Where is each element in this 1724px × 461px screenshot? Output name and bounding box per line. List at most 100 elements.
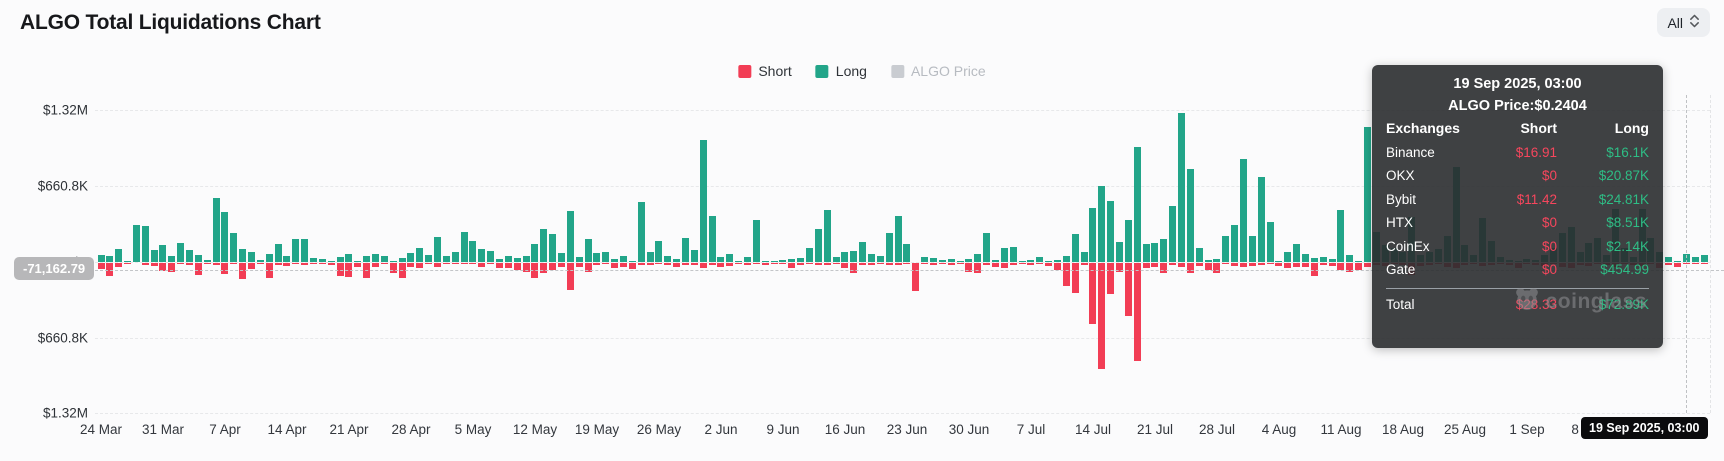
short-bar[interactable]	[1107, 263, 1115, 294]
short-bar[interactable]	[974, 263, 982, 273]
long-bar[interactable]	[292, 239, 300, 262]
long-bar[interactable]	[584, 239, 592, 262]
short-bar[interactable]	[194, 263, 202, 275]
long-bar[interactable]	[239, 249, 247, 262]
range-select[interactable]: All	[1657, 8, 1710, 37]
short-bar[interactable]	[620, 263, 628, 267]
long-bar[interactable]	[398, 258, 406, 262]
short-bar[interactable]	[221, 263, 229, 274]
long-bar[interactable]	[194, 255, 202, 262]
short-bar[interactable]	[177, 263, 185, 264]
short-bar[interactable]	[611, 263, 619, 268]
long-bar[interactable]	[1674, 261, 1682, 262]
short-bar[interactable]	[823, 263, 831, 265]
long-bar[interactable]	[876, 256, 884, 262]
long-bar[interactable]	[186, 250, 194, 262]
long-bar[interactable]	[434, 237, 442, 262]
long-bar[interactable]	[1062, 256, 1070, 262]
short-bar[interactable]	[735, 263, 743, 264]
long-bar[interactable]	[141, 226, 149, 262]
long-bar[interactable]	[1000, 248, 1008, 262]
long-bar[interactable]	[159, 245, 167, 262]
long-bar[interactable]	[1089, 208, 1097, 262]
short-bar[interactable]	[460, 263, 468, 264]
short-bar[interactable]	[159, 263, 167, 271]
short-bar[interactable]	[504, 263, 512, 268]
long-bar[interactable]	[682, 238, 690, 262]
short-bar[interactable]	[469, 263, 477, 264]
short-bar[interactable]	[487, 263, 495, 264]
long-bar[interactable]	[726, 254, 734, 262]
long-bar[interactable]	[823, 210, 831, 262]
short-bar[interactable]	[327, 263, 335, 265]
short-bar[interactable]	[1133, 263, 1141, 361]
long-bar[interactable]	[106, 256, 114, 262]
short-bar[interactable]	[1222, 263, 1230, 264]
short-bar[interactable]	[814, 263, 822, 265]
short-bar[interactable]	[1328, 263, 1336, 266]
short-bar[interactable]	[1700, 263, 1708, 264]
long-bar[interactable]	[1328, 259, 1336, 262]
short-bar[interactable]	[283, 263, 291, 266]
long-bar[interactable]	[469, 241, 477, 262]
long-bar[interactable]	[885, 233, 893, 262]
long-bar[interactable]	[1151, 243, 1159, 262]
short-bar[interactable]	[779, 263, 787, 264]
long-bar[interactable]	[345, 254, 353, 262]
long-bar[interactable]	[903, 244, 911, 262]
short-bar[interactable]	[416, 263, 424, 268]
short-bar[interactable]	[1142, 263, 1150, 268]
long-bar[interactable]	[372, 254, 380, 262]
long-bar[interactable]	[221, 212, 229, 262]
short-bar[interactable]	[1169, 263, 1177, 265]
short-bar[interactable]	[1089, 263, 1097, 324]
long-bar[interactable]	[965, 259, 973, 262]
long-bar[interactable]	[797, 258, 805, 262]
short-bar[interactable]	[540, 263, 548, 273]
short-bar[interactable]	[744, 263, 752, 265]
short-bar[interactable]	[274, 263, 282, 265]
short-bar[interactable]	[593, 263, 601, 265]
short-bar[interactable]	[318, 263, 326, 264]
long-bar[interactable]	[354, 261, 362, 262]
short-bar[interactable]	[983, 263, 991, 265]
short-bar[interactable]	[708, 263, 716, 265]
long-bar[interactable]	[814, 229, 822, 262]
long-bar[interactable]	[850, 251, 858, 262]
short-bar[interactable]	[1355, 263, 1363, 270]
long-bar[interactable]	[602, 252, 610, 262]
long-bar[interactable]	[1107, 201, 1115, 262]
short-bar[interactable]	[717, 263, 725, 267]
long-bar[interactable]	[230, 233, 238, 262]
long-bar[interactable]	[513, 258, 521, 262]
long-bar[interactable]	[1337, 210, 1345, 262]
legend-item-algo-price[interactable]: ALGO Price	[890, 63, 986, 79]
short-bar[interactable]	[1302, 263, 1310, 267]
long-bar[interactable]	[575, 257, 583, 262]
long-bar[interactable]	[1142, 244, 1150, 262]
short-bar[interactable]	[682, 263, 690, 265]
long-bar[interactable]	[983, 233, 991, 262]
short-bar[interactable]	[1195, 263, 1203, 266]
short-bar[interactable]	[239, 263, 247, 279]
short-bar[interactable]	[806, 263, 814, 264]
short-bar[interactable]	[1124, 263, 1132, 316]
long-bar[interactable]	[1124, 220, 1132, 262]
long-bar[interactable]	[1257, 177, 1265, 262]
short-bar[interactable]	[1293, 263, 1301, 267]
short-bar[interactable]	[761, 263, 769, 265]
long-bar[interactable]	[1027, 260, 1035, 262]
short-bar[interactable]	[115, 263, 123, 267]
short-bar[interactable]	[628, 263, 636, 269]
short-bar[interactable]	[1248, 263, 1256, 266]
long-bar[interactable]	[442, 256, 450, 262]
short-bar[interactable]	[1160, 263, 1168, 273]
long-bar[interactable]	[380, 256, 388, 262]
long-bar[interactable]	[938, 260, 946, 262]
long-bar[interactable]	[124, 261, 132, 262]
short-bar[interactable]	[903, 263, 911, 264]
long-bar[interactable]	[1186, 169, 1194, 262]
short-bar[interactable]	[770, 263, 778, 264]
long-bar[interactable]	[637, 202, 645, 262]
long-bar[interactable]	[407, 253, 415, 262]
